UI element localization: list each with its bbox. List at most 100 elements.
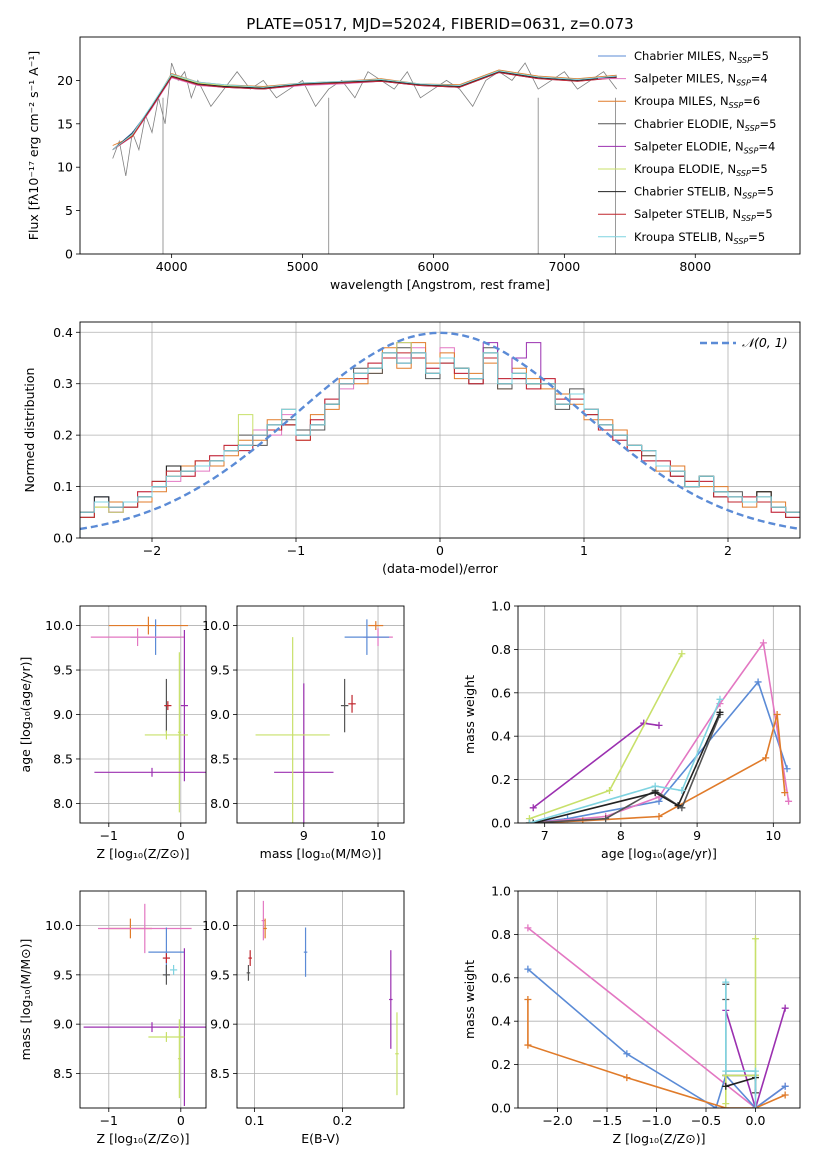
x-tick-label: 10 bbox=[370, 828, 386, 843]
y-axis-label: mass weight bbox=[462, 960, 477, 1039]
residual_hist-frame bbox=[79, 321, 801, 539]
errorbar-point-5 bbox=[389, 950, 393, 1049]
weight-marker bbox=[524, 996, 532, 1003]
y-tick-label: 9.0 bbox=[210, 707, 230, 722]
chart-title: PLATE=0517, MJD=52024, FIBERID=0631, z=0… bbox=[246, 15, 633, 33]
weight-marker bbox=[678, 650, 686, 658]
x-tick-label: 2 bbox=[724, 543, 732, 558]
errorbar-point-4 bbox=[348, 694, 356, 713]
model-spectrum-line-6 bbox=[112, 71, 617, 151]
x-tick-label: −1.5 bbox=[592, 1113, 622, 1128]
errorbar-point-8 bbox=[94, 767, 206, 777]
y-tick-label: 10 bbox=[57, 160, 73, 175]
y-tick-label: 0.6 bbox=[491, 685, 511, 700]
mass_vs_ebv-plot-area bbox=[246, 900, 399, 1096]
y-tick-label: 20 bbox=[57, 73, 73, 88]
legend-entry: Salpeter STELIB, NSSP=5 bbox=[634, 207, 773, 223]
y-tick-label: 10.0 bbox=[45, 918, 73, 933]
y-tick-label: 8.5 bbox=[210, 751, 230, 766]
y-tick-label: 8.5 bbox=[53, 751, 73, 766]
weight-marker bbox=[781, 1004, 789, 1012]
spectrum-frame bbox=[79, 36, 801, 255]
legend-entry: Chabrier MILES, NSSP=5 bbox=[634, 49, 769, 65]
spectrum-legend: Chabrier MILES, NSSP=5 Salpeter MILES, NS… bbox=[598, 49, 776, 246]
weight_vs_age-plot-area bbox=[525, 639, 793, 823]
y-tick-label: 0.0 bbox=[491, 1101, 511, 1116]
weight-marker bbox=[722, 978, 730, 986]
errorbar-point-2 bbox=[344, 619, 390, 655]
legend-entry: Kroupa STELIB, NSSP=5 bbox=[634, 230, 765, 246]
errorbar-point-3 bbox=[162, 953, 170, 964]
residual_hist-axes: −2 −1 0 1 2 0.0 0.1 0.2 0.3 0.4 (data-model)/error… bbox=[22, 321, 801, 576]
y-tick-label: 10.0 bbox=[202, 918, 230, 933]
errorbar-point-6 bbox=[144, 730, 188, 740]
weight-marker bbox=[773, 711, 781, 718]
weight-series-1 bbox=[527, 968, 786, 1108]
spectrum-axes: 4000 5000 6000 7000 8000 0 5 10 15 20 wavelength [… bbox=[26, 36, 801, 292]
errorbar-point-1 bbox=[98, 903, 192, 954]
x-tick-label: −0.5 bbox=[691, 1113, 721, 1128]
errorbar-point-1 bbox=[263, 918, 267, 939]
y-axis-label: Flux [fλ10⁻¹⁷ erg cm⁻² s⁻¹ A⁻¹] bbox=[26, 51, 41, 240]
legend-entry: Chabrier STELIB, NSSP=5 bbox=[634, 185, 774, 201]
weight_vs_Z-axes: −2.0 −1.5 −1.0 −0.5 0.0 0.0 0.2 0.4 0.6 0.8 1.0 Z [… bbox=[462, 884, 801, 1146]
weight-series-3 bbox=[725, 1007, 786, 1108]
y-tick-label: 9.5 bbox=[210, 967, 230, 982]
legend-entry: Kroupa MILES, NSSP=6 bbox=[634, 94, 760, 110]
errorbar-point-9 bbox=[177, 1019, 181, 1099]
weight-series-6 bbox=[533, 711, 721, 823]
weight-marker bbox=[759, 639, 767, 647]
x-tick-label: 7000 bbox=[548, 259, 580, 274]
weight-marker bbox=[623, 1050, 631, 1058]
legend-entry: Chabrier ELODIE, NSSP=5 bbox=[634, 117, 776, 133]
errorbar-point-2 bbox=[248, 950, 252, 966]
x-tick-label: 9 bbox=[693, 828, 701, 843]
x-tick-label: −1 bbox=[287, 543, 305, 558]
y-tick-label: 0.2 bbox=[491, 1057, 511, 1072]
x-tick-label: 0.0 bbox=[746, 1113, 766, 1128]
y-tick-label: 1.0 bbox=[491, 884, 511, 899]
y-tick-label: 8.5 bbox=[53, 1066, 73, 1081]
errorbar-point-0 bbox=[368, 621, 384, 631]
x-tick-label: 0 bbox=[177, 828, 185, 843]
weight-marker bbox=[524, 1041, 532, 1049]
errorbar-point-5 bbox=[164, 701, 172, 711]
legend-entry: Salpeter MILES, NSSP=4 bbox=[634, 72, 768, 88]
mass_vs_Z-plot-area bbox=[83, 903, 206, 1107]
x-tick-label: 1 bbox=[580, 543, 588, 558]
y-tick-label: 0.2 bbox=[53, 428, 73, 443]
weight_vs_Z-plot-area bbox=[524, 924, 789, 1108]
x-axis-label: age [log₁₀(age/yr)] bbox=[601, 846, 717, 861]
x-tick-label: −1 bbox=[100, 1113, 118, 1128]
errorbar-point-3 bbox=[340, 678, 349, 733]
errorbar-point-4 bbox=[162, 964, 170, 985]
x-axis-label: Z [log₁₀(Z/Z⊙)] bbox=[97, 1131, 190, 1146]
y-axis-label: mass [log₁₀(M/M⊙)] bbox=[18, 939, 33, 1061]
weight-series-2 bbox=[527, 999, 786, 1108]
weight-series-1 bbox=[529, 640, 790, 823]
x-axis-label: Z [log₁₀(Z/Z⊙)] bbox=[613, 1131, 706, 1146]
y-axis-label: mass weight bbox=[462, 675, 477, 754]
weight-series-7 bbox=[724, 982, 757, 1108]
errorbar-point-7 bbox=[182, 948, 186, 1107]
y-tick-label: 9.0 bbox=[53, 1017, 73, 1032]
weight-marker bbox=[651, 782, 659, 790]
y-tick-label: 0 bbox=[65, 247, 73, 262]
y-tick-label: 9.0 bbox=[210, 1017, 230, 1032]
y-tick-label: 0.6 bbox=[491, 970, 511, 985]
x-tick-label: 8 bbox=[617, 828, 625, 843]
y-tick-label: 0.1 bbox=[53, 479, 73, 494]
legend-entry: Salpeter ELODIE, NSSP=4 bbox=[634, 139, 775, 155]
y-tick-label: 8.0 bbox=[53, 796, 73, 811]
errorbar-point-2 bbox=[90, 628, 185, 647]
weight-marker bbox=[602, 815, 610, 823]
weight-marker bbox=[722, 1067, 730, 1075]
x-tick-label: 5000 bbox=[287, 259, 319, 274]
x-axis-label: E(B-V) bbox=[301, 1131, 340, 1146]
weight-marker bbox=[781, 789, 789, 797]
x-tick-label: 4000 bbox=[156, 259, 188, 274]
y-tick-label: 0.4 bbox=[53, 325, 73, 340]
y-tick-label: 0.4 bbox=[491, 729, 511, 744]
x-tick-label: 0.1 bbox=[245, 1113, 265, 1128]
model-spectrum-line-1 bbox=[112, 71, 617, 151]
